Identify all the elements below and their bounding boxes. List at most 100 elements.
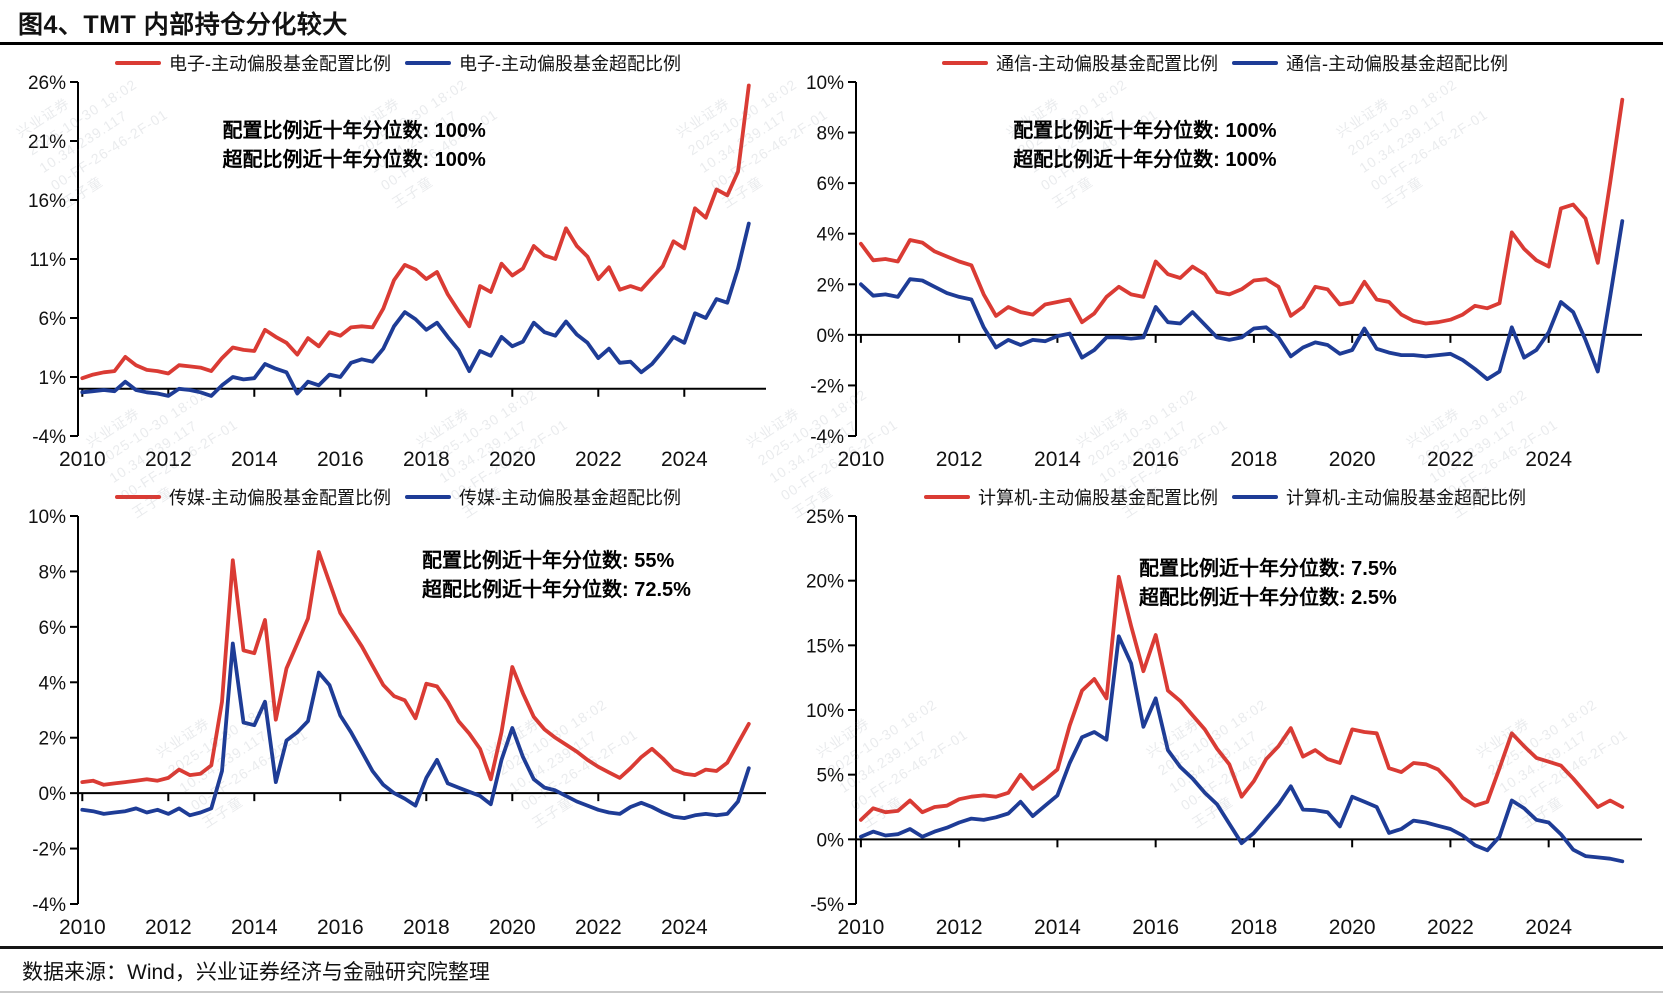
telecom-legend: 通信-主动偏股基金配置比例 通信-主动偏股基金超配比例 [942, 50, 1508, 76]
y-axis-tick-label: 10% [806, 701, 844, 722]
figure-title: 图4、TMT 内部持仓分化较大 [18, 11, 348, 39]
x-axis-tick-label: 2014 [231, 448, 278, 471]
x-axis-tick-label: 2012 [145, 448, 192, 471]
legend-item: 传媒-主动偏股基金配置比例 [115, 484, 391, 510]
x-axis-tick-label: 2024 [661, 916, 708, 939]
legend-line-swatch [1232, 61, 1278, 65]
x-axis-tick-label: 2010 [838, 916, 885, 939]
computer-series-line [859, 634, 1625, 864]
legend-label: 计算机-主动偏股基金超配比例 [1286, 488, 1526, 508]
x-axis-tick-label: 2012 [936, 916, 983, 939]
legend-item: 通信-主动偏股基金超配比例 [1232, 50, 1508, 76]
x-axis-tick-label: 2020 [1329, 916, 1376, 939]
legend-label: 计算机-主动偏股基金配置比例 [978, 488, 1218, 508]
y-axis-tick-label: -4% [32, 895, 66, 916]
electronics-series-line [80, 221, 751, 398]
y-axis-tick-label: 1% [39, 368, 67, 389]
x-axis-tick-label: 2018 [1231, 916, 1278, 939]
x-axis-tick-label: 2014 [231, 916, 278, 939]
telecom-series-line [859, 219, 1625, 382]
y-axis-tick-label: 26% [28, 73, 66, 94]
x-axis-tick-label: 2010 [838, 448, 885, 471]
legend-line-swatch [115, 495, 161, 499]
x-axis-tick-label: 2024 [661, 448, 708, 471]
legend-line-swatch [405, 495, 451, 499]
y-axis-tick-label: -4% [810, 427, 844, 448]
percentile-annotation-line: 配置比例近十年分位数: 7.5% [1138, 557, 1397, 580]
x-axis-tick-label: 2016 [317, 448, 364, 471]
percentile-annotation-line: 超配比例近十年分位数: 72.5% [422, 579, 691, 602]
electronics-percentile-annotation: 配置比例近十年分位数: 100% 超配比例近十年分位数: 100% [222, 117, 485, 175]
legend-item: 计算机-主动偏股基金超配比例 [1232, 484, 1526, 510]
legend-line-swatch [1232, 495, 1278, 499]
y-axis-tick-label: 6% [817, 174, 845, 195]
x-axis-tick-label: 2020 [489, 448, 536, 471]
y-axis-tick-label: 20% [806, 572, 844, 593]
legend-line-swatch [405, 61, 451, 65]
y-axis-tick-label: 2% [39, 729, 67, 750]
x-axis-tick-label: 2022 [1427, 448, 1474, 471]
y-axis-tick-label: 2% [817, 275, 845, 296]
computer-plot-svg: 25% 20% 15% 10% 5% 0% -5%2010 2012 2014 2016 2018 2… [806, 507, 1642, 939]
y-axis-tick-label: 8% [817, 124, 845, 145]
y-axis-tick-label: 4% [39, 673, 67, 694]
x-axis-tick-label: 2012 [936, 448, 983, 471]
title-divider [0, 42, 1663, 45]
y-axis-tick-label: 0% [817, 326, 845, 347]
chart-electronics: 26% 21% 16% 11% 6% 1% -4% 2010 2012 2014 2016 2018 2… [14, 48, 782, 476]
x-axis-tick-label: 2020 [489, 916, 536, 939]
data-source-note: 数据来源：Wind，兴业证券经济与金融研究院整理 [22, 961, 490, 984]
chart-computer: 25% 20% 15% 10% 5% 0% -5% 2010 2012 2014 2016 2018 2… [792, 482, 1658, 944]
x-axis-tick-label: 2022 [575, 916, 622, 939]
y-axis-tick-label: 15% [806, 636, 844, 657]
legend-item: 电子-主动偏股基金配置比例 [115, 50, 391, 76]
x-axis-tick-label: 2016 [1132, 448, 1179, 471]
media-series-line [80, 641, 751, 821]
chart-media: 10% 8% 6% 4% 2% 0% -2% -4% 2010 2012 2014 2016 2018 2… [14, 482, 782, 944]
y-axis-tick-label: 5% [817, 766, 845, 787]
y-axis-tick-label: 21% [28, 132, 66, 153]
electronics-plot-svg: 26% 21% 16% 11% 6% 1% -4%2010 2012 2014 2016 2018 2… [28, 73, 766, 471]
legend-label: 电子-主动偏股基金配置比例 [169, 54, 391, 74]
y-axis-tick-label: 4% [817, 225, 845, 246]
media-plot-svg: 10% 8% 6% 4% 2% 0% -2% -4%2010 2012 2014 2016 2018 2… [28, 507, 766, 939]
electronics-legend: 电子-主动偏股基金配置比例 电子-主动偏股基金超配比例 [115, 50, 681, 76]
x-axis-tick-label: 2020 [1329, 448, 1376, 471]
x-axis-tick-label: 2024 [1525, 916, 1572, 939]
y-axis-tick-label: -4% [32, 427, 66, 448]
legend-label: 传媒-主动偏股基金超配比例 [459, 488, 681, 508]
legend-line-swatch [942, 61, 988, 65]
legend-label: 传媒-主动偏股基金配置比例 [169, 488, 391, 508]
y-axis-tick-label: 0% [39, 784, 67, 805]
x-axis-tick-label: 2016 [317, 916, 364, 939]
x-axis-tick-label: 2018 [403, 916, 450, 939]
x-axis-tick-label: 2014 [1034, 448, 1081, 471]
electronics-series-line [80, 83, 751, 381]
telecom-plot-svg: 10% 8% 6% 4% 2% 0% -2% -4%2010 2012 2014 2016 2018 2… [806, 73, 1642, 471]
legend-label: 通信-主动偏股基金配置比例 [996, 54, 1218, 74]
legend-item: 通信-主动偏股基金配置比例 [942, 50, 1218, 76]
x-axis-tick-label: 2010 [59, 916, 106, 939]
y-axis-tick-label: 6% [39, 618, 67, 639]
legend-item: 传媒-主动偏股基金超配比例 [405, 484, 681, 510]
x-axis-tick-label: 2024 [1525, 448, 1572, 471]
percentile-annotation-line: 配置比例近十年分位数: 100% [1013, 120, 1277, 143]
y-axis-tick-label: 8% [39, 562, 67, 583]
y-axis-tick-label: -5% [810, 895, 844, 916]
computer-series-line [859, 574, 1625, 822]
x-axis-tick-label: 2022 [575, 448, 622, 471]
legend-label: 电子-主动偏股基金超配比例 [459, 54, 681, 74]
media-legend: 传媒-主动偏股基金配置比例 传媒-主动偏股基金超配比例 [115, 484, 681, 510]
percentile-annotation-line: 配置比例近十年分位数: 55% [422, 550, 675, 573]
y-axis-tick-label: 6% [39, 309, 67, 330]
computer-legend: 计算机-主动偏股基金配置比例 计算机-主动偏股基金超配比例 [924, 484, 1526, 510]
percentile-annotation-line: 超配比例近十年分位数: 2.5% [1138, 586, 1397, 609]
x-axis-tick-label: 2012 [145, 916, 192, 939]
y-axis-tick-label: 10% [28, 507, 66, 528]
footer-divider [0, 946, 1663, 949]
y-axis-tick-label: 10% [806, 73, 844, 94]
percentile-annotation-line: 超配比例近十年分位数: 100% [1013, 149, 1277, 172]
percentile-annotation-line: 配置比例近十年分位数: 100% [222, 120, 486, 143]
y-axis-tick-label: 0% [817, 830, 845, 851]
